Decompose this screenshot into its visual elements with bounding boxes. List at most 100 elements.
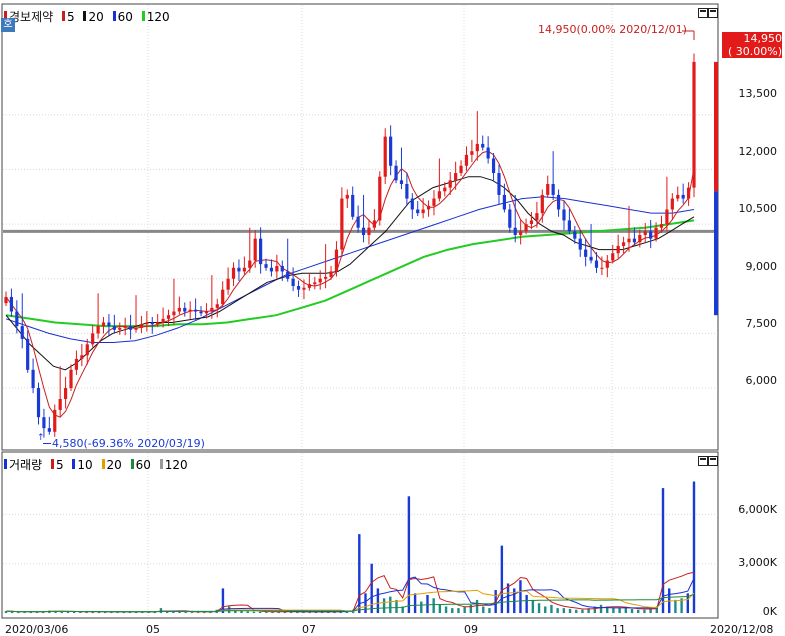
volume-bar bbox=[451, 608, 454, 614]
candle-body bbox=[649, 231, 653, 239]
candle-body bbox=[318, 278, 322, 283]
candle-body bbox=[226, 278, 230, 290]
volume-panel-minimize-icon[interactable] bbox=[698, 456, 708, 466]
candle-body bbox=[150, 322, 154, 325]
volume-bar bbox=[79, 612, 82, 614]
volume-bar bbox=[29, 611, 32, 614]
candle-body bbox=[567, 220, 572, 232]
legend-vol60: 60 bbox=[130, 458, 151, 472]
volume-bar bbox=[72, 611, 76, 614]
volume-bar bbox=[289, 611, 293, 614]
candle-body bbox=[497, 173, 501, 195]
candle-body bbox=[389, 136, 393, 166]
candle-body bbox=[242, 267, 246, 272]
price-panel-maximize-icon[interactable] bbox=[708, 8, 718, 18]
vol-ma60-line bbox=[5, 593, 695, 613]
volume-bar bbox=[190, 612, 194, 614]
volume-bars bbox=[4, 481, 696, 614]
candle-body bbox=[464, 154, 469, 166]
candle-body bbox=[676, 194, 680, 199]
candle-body bbox=[383, 136, 387, 177]
volume-bar bbox=[500, 545, 504, 614]
volume-bar bbox=[66, 611, 70, 614]
legend-ma60-label: 60 bbox=[117, 10, 133, 24]
low-leader-line bbox=[43, 443, 51, 444]
candle-body bbox=[621, 242, 626, 246]
candle-body bbox=[96, 326, 100, 334]
candle-body bbox=[556, 194, 561, 210]
price-series-name: 경보제약 bbox=[9, 10, 54, 24]
volume-bar bbox=[575, 609, 578, 614]
mode-badge[interactable]: 호 bbox=[1, 18, 15, 32]
candle-body bbox=[426, 205, 431, 210]
candle-body bbox=[53, 409, 57, 432]
volume-bar bbox=[376, 588, 380, 614]
low-arrow-icon: ↑ bbox=[37, 433, 45, 443]
volume-axis-label: 0K bbox=[762, 605, 777, 618]
candle-body bbox=[611, 253, 615, 261]
volume-bar bbox=[122, 611, 125, 614]
volume-bar bbox=[234, 609, 237, 614]
candle-body bbox=[275, 265, 279, 272]
candle-body bbox=[177, 307, 181, 312]
volume-bar bbox=[246, 611, 249, 614]
candle-body bbox=[605, 260, 609, 268]
date-axis-label: 2020/12/08 bbox=[710, 623, 774, 636]
volume-bar bbox=[240, 610, 243, 614]
legend-vol10: 10 bbox=[72, 458, 93, 472]
volume-bar bbox=[141, 611, 144, 614]
candle-body bbox=[681, 194, 685, 199]
candle-body bbox=[91, 333, 95, 345]
candle-body bbox=[9, 296, 14, 312]
volume-bar bbox=[581, 609, 584, 614]
volume-bar bbox=[320, 611, 324, 614]
legend-ma120-label: 120 bbox=[146, 10, 170, 24]
candle-body bbox=[399, 180, 404, 184]
candle-body bbox=[286, 271, 290, 279]
candle-body bbox=[589, 256, 593, 261]
candle-body bbox=[139, 324, 144, 328]
legend-vol5-label: 5 bbox=[55, 458, 64, 472]
volume-bar bbox=[432, 598, 435, 614]
volume-bar bbox=[444, 606, 448, 614]
candle-body bbox=[204, 311, 209, 314]
candle-body bbox=[491, 158, 496, 174]
volume-bar bbox=[438, 604, 442, 614]
volume-legend: 거래량 5 10 20 60 120 bbox=[4, 456, 193, 472]
candle-body bbox=[594, 260, 599, 268]
candle-body bbox=[638, 235, 642, 243]
volume-bar bbox=[308, 612, 311, 614]
date-axis-label: 2020/03/06 bbox=[5, 623, 69, 636]
candle-body bbox=[221, 289, 225, 305]
legend-ma60: 60 bbox=[112, 10, 133, 24]
candle-body bbox=[378, 176, 382, 221]
price-axis-label: 13,500 bbox=[738, 87, 778, 100]
volume-bar bbox=[426, 594, 429, 614]
candle-body bbox=[291, 278, 295, 287]
candle-body bbox=[329, 271, 333, 277]
candle-body bbox=[578, 238, 582, 250]
price-axis-label: 10,500 bbox=[738, 202, 778, 215]
candle-body bbox=[432, 198, 436, 206]
volume-bar bbox=[271, 611, 274, 614]
candle-body bbox=[437, 191, 441, 199]
candle-body bbox=[616, 245, 620, 254]
date-axis-label: 07 bbox=[302, 623, 316, 636]
volume-bar bbox=[153, 612, 156, 614]
candle-body bbox=[161, 318, 165, 323]
candle-body bbox=[627, 238, 631, 243]
volume-panel-maximize-icon[interactable] bbox=[708, 456, 718, 466]
candle-body bbox=[166, 315, 171, 319]
volume-bar bbox=[395, 599, 398, 614]
volume-bar bbox=[265, 612, 268, 614]
candle-body bbox=[112, 326, 116, 330]
candle-body bbox=[145, 322, 149, 325]
candle-body bbox=[540, 194, 544, 214]
volume-bar bbox=[420, 601, 423, 614]
volume-ma-lines bbox=[5, 571, 695, 613]
candle-body bbox=[351, 194, 355, 217]
date-axis-label: 11 bbox=[612, 623, 626, 636]
date-axis-label: 09 bbox=[464, 623, 478, 636]
price-panel-minimize-icon[interactable] bbox=[698, 8, 708, 18]
